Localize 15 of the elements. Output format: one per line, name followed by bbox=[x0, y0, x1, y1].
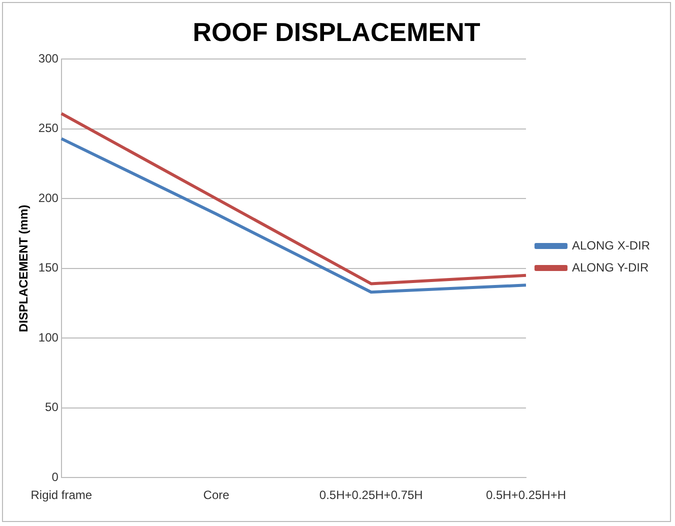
y-tick-label: 250 bbox=[38, 121, 59, 136]
x-tick-label: Rigid frame bbox=[30, 488, 92, 502]
x-tick-label: 0.5H+0.25H+0.75H bbox=[319, 488, 423, 502]
legend-label: ALONG Y-DIR bbox=[572, 260, 650, 274]
legend-label: ALONG X-DIR bbox=[572, 238, 650, 252]
x-tick-label: 0.5H+0.25H+H bbox=[486, 488, 566, 502]
y-tick-label: 300 bbox=[38, 52, 59, 66]
y-tick-label: 200 bbox=[38, 190, 59, 205]
y-tick-label: 50 bbox=[45, 400, 59, 414]
y-tick-label: 150 bbox=[38, 260, 59, 275]
x-tick-label: Core bbox=[203, 488, 230, 502]
y-tick-label: 100 bbox=[38, 330, 59, 344]
y-axis-title: DISPLACEMENT (mm) bbox=[16, 204, 31, 332]
chart-title: ROOF DISPLACEMENT bbox=[192, 16, 480, 47]
y-tick-label: 0 bbox=[52, 470, 59, 484]
